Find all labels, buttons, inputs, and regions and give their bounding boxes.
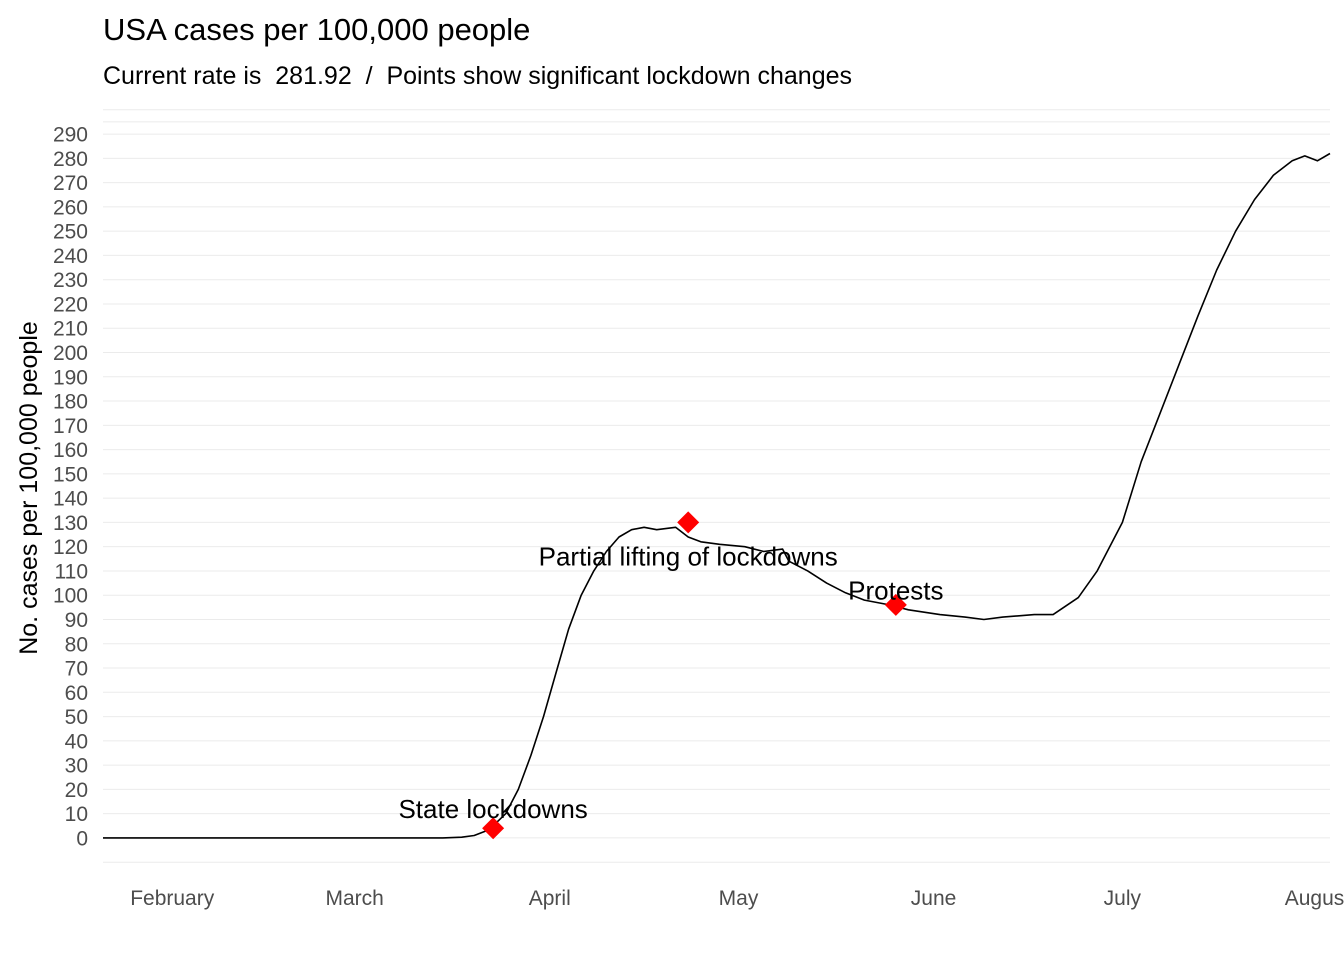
y-tick-label: 70 <box>65 658 88 681</box>
y-tick-label: 270 <box>53 172 88 195</box>
y-tick-label: 90 <box>65 609 88 632</box>
y-tick-label: 240 <box>53 245 88 268</box>
y-tick-label: 30 <box>65 755 88 778</box>
y-tick-label: 120 <box>53 536 88 559</box>
y-tick-label: 60 <box>65 682 88 705</box>
y-tick-label: 40 <box>65 730 88 753</box>
annotation-label: Protests <box>848 575 943 605</box>
y-tick-label: 170 <box>53 415 88 438</box>
annotation-marker <box>677 511 700 534</box>
x-tick-label: July <box>1104 887 1142 910</box>
y-tick-label: 110 <box>55 560 88 583</box>
y-tick-label: 250 <box>53 221 88 244</box>
x-tick-label: June <box>911 887 957 910</box>
series-line <box>103 152 1331 839</box>
x-tick-labels: February March April May June July August <box>130 887 1344 910</box>
y-tick-label: 20 <box>65 779 88 802</box>
y-tick-label: 130 <box>53 512 88 535</box>
y-tick-label: 220 <box>53 293 88 316</box>
x-tick-label: February <box>130 887 215 910</box>
y-tick-label: 210 <box>53 318 88 341</box>
x-tick-label: May <box>719 887 759 910</box>
y-tick-label: 140 <box>53 488 88 511</box>
y-tick-label: 0 <box>76 827 88 850</box>
y-tick-label: 290 <box>53 124 88 147</box>
chart-subtitle: Current rate is 281.92 / Points show sig… <box>103 62 852 90</box>
y-tick-label: 160 <box>53 439 88 462</box>
y-tick-label: 190 <box>53 366 88 389</box>
x-tick-label: March <box>326 887 384 910</box>
annotation-marker <box>482 817 505 840</box>
x-tick-label: August <box>1285 887 1344 910</box>
y-axis-label: No. cases per 100,000 people <box>15 321 43 655</box>
y-tick-label: 260 <box>53 196 88 219</box>
annotation-label: State lockdowns <box>398 794 587 824</box>
y-tick-label: 180 <box>53 391 88 414</box>
y-tick-labels: 0102030405060708090100110120130140150160… <box>53 124 88 851</box>
y-tick-label: 10 <box>65 803 88 826</box>
y-tick-label: 100 <box>53 585 88 608</box>
y-tick-label: 230 <box>53 269 88 292</box>
y-tick-label: 200 <box>53 342 88 365</box>
annotations: State lockdowns Partial lifting of lockdo… <box>398 511 944 840</box>
chart-title: USA cases per 100,000 people <box>103 12 530 47</box>
annotation-label: Partial lifting of lockdowns <box>539 541 838 571</box>
y-tick-label: 280 <box>53 148 88 171</box>
y-tick-label: 80 <box>65 633 88 656</box>
y-tick-label: 150 <box>53 463 88 486</box>
annotation-marker <box>884 593 907 616</box>
x-tick-label: April <box>529 887 571 910</box>
gridlines <box>103 109 1330 863</box>
y-tick-label: 50 <box>65 706 88 729</box>
